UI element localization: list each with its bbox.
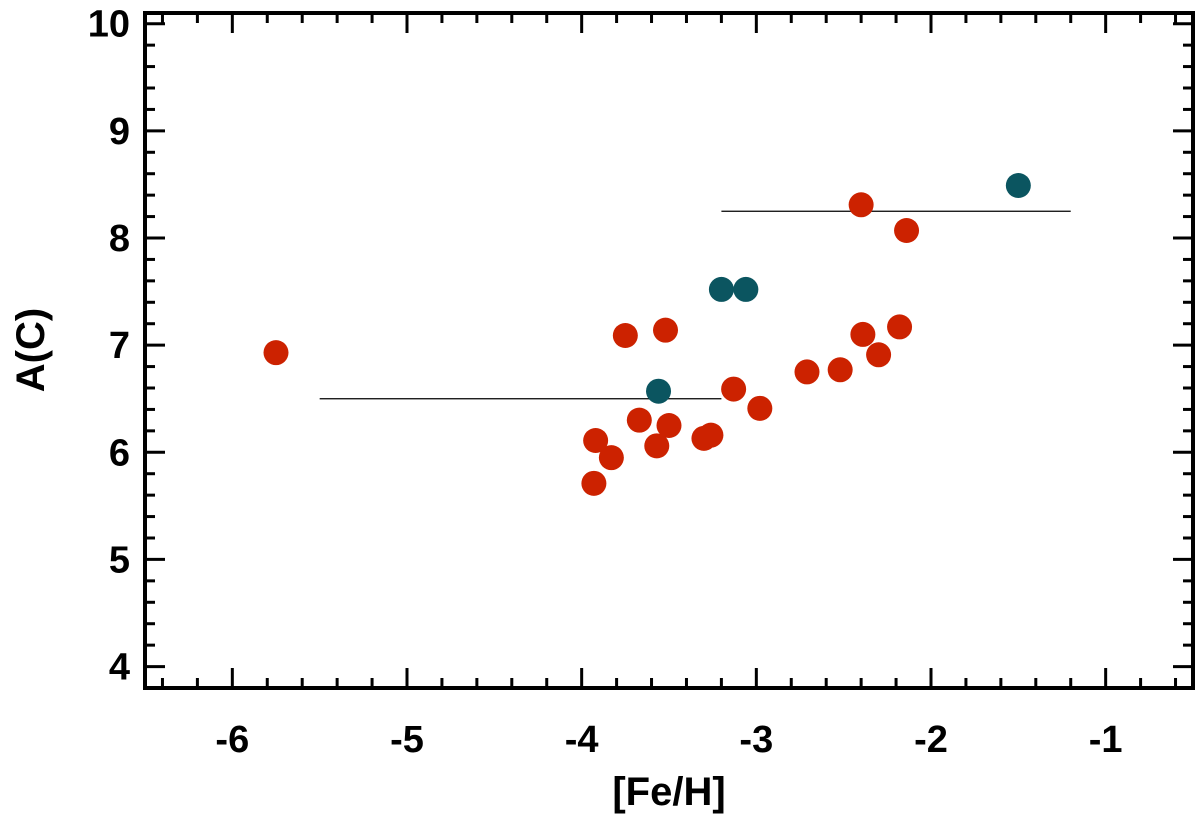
data-point-s1-7 xyxy=(644,433,670,459)
data-points xyxy=(263,173,1031,496)
x-tick-label: -1 xyxy=(1089,719,1123,761)
x-tick-label: -5 xyxy=(390,719,424,761)
data-point-s1-6 xyxy=(626,407,652,433)
data-point-s1-12 xyxy=(721,376,747,402)
data-point-s1-9 xyxy=(656,413,682,438)
data-point-s1-20 xyxy=(894,218,920,243)
data-point-s1-15 xyxy=(827,357,853,383)
data-point-s1-3 xyxy=(583,428,609,453)
data-point-s1-2 xyxy=(581,470,607,496)
y-tick-label: 8 xyxy=(109,218,130,260)
y-tick-label: 9 xyxy=(109,111,130,153)
data-point-s1-16 xyxy=(848,192,874,218)
y-tick-label: 4 xyxy=(109,647,130,689)
x-tick-label: -6 xyxy=(215,719,249,761)
data-point-s1-13 xyxy=(747,395,773,421)
tick-labels: -6 -5 -4 -3 -2 -1 4 5 6 7 8 9 10 xyxy=(88,4,1123,761)
data-point-s2-4 xyxy=(1005,173,1031,198)
data-point-s1-5 xyxy=(612,323,638,348)
x-tick-label: -3 xyxy=(739,719,773,761)
data-point-s1-11 xyxy=(698,422,724,448)
data-point-s1-18 xyxy=(866,342,892,368)
data-point-s1-17 xyxy=(850,321,876,347)
data-point-s2-2 xyxy=(708,276,734,302)
data-point-s1-19 xyxy=(887,314,913,340)
plot-frame xyxy=(143,11,1195,690)
y-tick-label: 5 xyxy=(109,539,130,581)
axis-ticks xyxy=(145,13,1193,690)
y-tick-label: 6 xyxy=(109,432,130,474)
y-axis-title: A(C) xyxy=(9,308,53,392)
data-point-s1-1 xyxy=(263,340,289,366)
y-tick-label: 10 xyxy=(88,4,130,46)
data-point-s2-3 xyxy=(733,276,759,302)
x-tick-label: -2 xyxy=(914,719,948,761)
y-tick-label: 7 xyxy=(109,325,130,367)
x-axis-title: [Fe/H] xyxy=(612,770,725,814)
data-point-s1-4 xyxy=(598,445,624,471)
data-point-s1-14 xyxy=(794,359,820,385)
data-point-s2-1 xyxy=(646,378,672,404)
x-tick-label: -4 xyxy=(565,719,599,761)
data-point-s1-8 xyxy=(653,317,679,343)
